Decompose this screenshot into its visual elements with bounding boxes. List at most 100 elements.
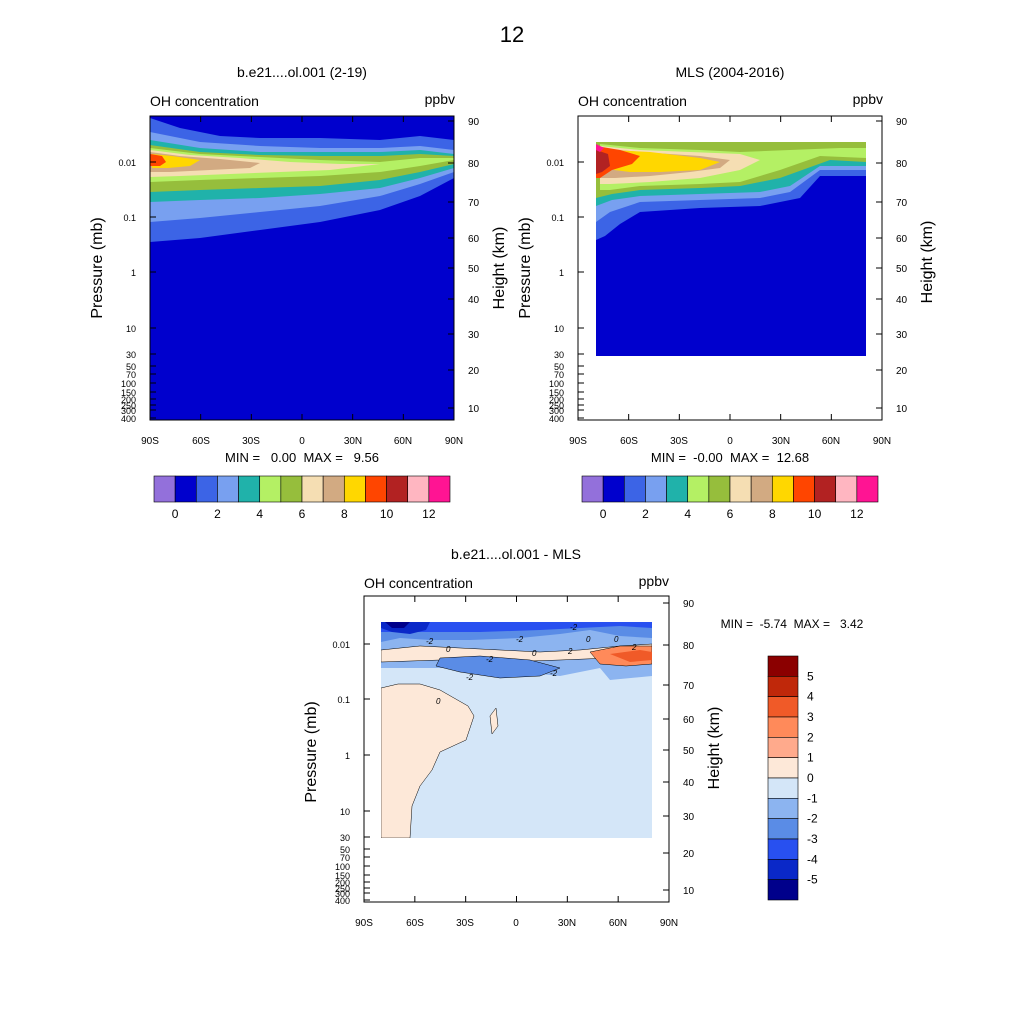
colorbar-swatch bbox=[174, 475, 197, 503]
colorbar-tick-label: 3 bbox=[807, 710, 814, 724]
diff-contour-label: 2 bbox=[631, 643, 637, 652]
diff-y-tick-label: 0.01 bbox=[332, 640, 350, 650]
diff-colorbar: 5 4 3 2 1 0 -1 -2 -3 -4 -5 bbox=[767, 655, 818, 901]
diff-contour-label: -2 bbox=[550, 669, 558, 678]
colorbar-swatch bbox=[767, 818, 799, 840]
panel-difference: b.e21....ol.001 - MLS OH concentration p… bbox=[303, 546, 864, 929]
model-y-axis-title-right: Height (km) bbox=[491, 227, 508, 310]
diff-contour-label: 0 bbox=[586, 635, 591, 644]
diff-height-tick-label: 10 bbox=[683, 886, 695, 897]
model-fill-band-7 bbox=[150, 150, 380, 177]
colorbar-swatch bbox=[793, 475, 815, 503]
colorbar-tick-label: -4 bbox=[807, 852, 818, 866]
diff-height-tick-label: 30 bbox=[683, 812, 695, 823]
colorbar-swatch bbox=[666, 475, 689, 503]
diff-contour-label: 0 bbox=[532, 649, 537, 658]
diff-y-tick-label: 70 bbox=[340, 853, 350, 863]
mls-colorbar: 0 2 4 6 8 10 12 bbox=[581, 475, 879, 521]
colorbar-swatch bbox=[708, 475, 731, 503]
colorbar-swatch bbox=[767, 737, 799, 758]
diff-contour-label: 0 bbox=[446, 645, 451, 654]
mls-height-tick-label: 80 bbox=[896, 159, 908, 170]
model-height-tick-label: 70 bbox=[468, 198, 480, 209]
colorbar-swatch bbox=[767, 777, 799, 799]
colorbar-tick-label: 4 bbox=[807, 690, 814, 704]
diff-y-tick-label: 10 bbox=[340, 807, 350, 817]
mls-y-tick-label: 0.1 bbox=[551, 213, 564, 223]
colorbar-swatch bbox=[814, 475, 837, 503]
mls-y-axis-height: 10 20 30 40 50 60 70 80 90 bbox=[896, 117, 908, 415]
diff-contour-label: -2 bbox=[426, 637, 434, 646]
mls-y-tick-label: 0.01 bbox=[546, 158, 564, 168]
model-fill-band-10 bbox=[150, 154, 166, 166]
colorbar-swatch bbox=[767, 757, 799, 779]
model-fill-base bbox=[150, 176, 454, 420]
mls-y-axis-title-right: Height (km) bbox=[919, 221, 936, 304]
colorbar-swatch bbox=[238, 475, 261, 503]
panel-1-tick-marks bbox=[577, 116, 883, 420]
mls-y-tick-label: 70 bbox=[554, 370, 564, 380]
model-title: b.e21....ol.001 (2-19) bbox=[237, 64, 367, 80]
colorbar-tick-label: 8 bbox=[341, 507, 348, 521]
colorbar-tick-label: 10 bbox=[380, 507, 394, 521]
colorbar-swatch bbox=[153, 475, 176, 503]
mls-x-tick-label: 90N bbox=[873, 436, 891, 447]
colorbar-tick-label: 8 bbox=[769, 507, 776, 521]
diff-contour-label: -2 bbox=[486, 655, 494, 664]
model-y-tick-label: 10 bbox=[126, 324, 136, 334]
diff-y-tick-label: 400 bbox=[335, 896, 350, 906]
colorbar-swatch bbox=[195, 475, 218, 503]
colorbar-swatch bbox=[623, 475, 646, 503]
diff-height-tick-label: 20 bbox=[683, 849, 695, 860]
model-y-tick-label: 1 bbox=[131, 268, 136, 278]
colorbar-tick-label: 6 bbox=[299, 507, 306, 521]
mls-x-axis: 90S 60S 30S 0 30N 60N 90N bbox=[569, 436, 891, 447]
colorbar-swatch bbox=[259, 475, 282, 503]
model-height-tick-label: 90 bbox=[468, 117, 480, 128]
mls-title: MLS (2004-2016) bbox=[676, 64, 785, 80]
colorbar-swatch bbox=[771, 475, 794, 503]
diff-y-axis-height: 10 20 30 40 50 60 70 80 90 bbox=[683, 599, 695, 897]
mls-y-tick-label: 200 bbox=[549, 395, 564, 405]
diff-y-axis-title-right: Height (km) bbox=[706, 707, 723, 790]
mls-y-axis-title: Pressure (mb) bbox=[517, 217, 534, 318]
diff-y-tick-label: 200 bbox=[335, 878, 350, 888]
colorbar-swatch bbox=[407, 475, 430, 503]
mls-y-tick-label: 30 bbox=[554, 350, 564, 360]
colorbar-swatch bbox=[581, 475, 604, 503]
model-y-tick-label: 400 bbox=[121, 414, 136, 424]
colorbar-tick-label: 10 bbox=[808, 507, 822, 521]
diff-height-tick-label: 50 bbox=[683, 746, 695, 757]
diff-fill-neg-pocket bbox=[435, 655, 561, 679]
mls-y-tick-label: 150 bbox=[549, 388, 564, 398]
diff-y-tick-label: 100 bbox=[335, 862, 350, 872]
model-y-tick-label: 250 bbox=[121, 401, 136, 411]
diff-height-tick-label: 40 bbox=[683, 778, 695, 789]
colorbar-swatch bbox=[767, 696, 799, 718]
mls-field bbox=[596, 142, 866, 356]
diff-x-tick-label: 90S bbox=[355, 918, 373, 929]
mls-x-tick-label: 90S bbox=[569, 436, 587, 447]
model-height-tick-label: 60 bbox=[468, 234, 480, 245]
diff-contour-label: 0 bbox=[614, 635, 619, 644]
model-height-tick-label: 50 bbox=[468, 264, 480, 275]
model-y-tick-label: 100 bbox=[121, 379, 136, 389]
mls-x-tick-label: 60N bbox=[822, 436, 840, 447]
model-x-tick-label: 60S bbox=[192, 436, 210, 447]
figure-title: 12 bbox=[500, 22, 524, 47]
model-y-tick-label: 150 bbox=[121, 388, 136, 398]
diff-fill-neg3 bbox=[381, 622, 652, 632]
mls-fill-band-13 bbox=[596, 144, 604, 152]
diff-fill-pos-region bbox=[381, 683, 475, 838]
colorbar-swatch bbox=[767, 716, 799, 738]
diff-y-tick-label: 30 bbox=[340, 833, 350, 843]
diff-x-tick-label: 60N bbox=[609, 918, 627, 929]
panel-model: b.e21....ol.001 (2-19) OH concentration … bbox=[89, 64, 508, 521]
mls-height-tick-label: 70 bbox=[896, 198, 908, 209]
diff-y-tick-label: 50 bbox=[340, 845, 350, 855]
colorbar-swatch bbox=[602, 475, 625, 503]
model-y-tick-label: 300 bbox=[121, 406, 136, 416]
mls-y-tick-label: 10 bbox=[554, 324, 564, 334]
colorbar-swatch bbox=[856, 475, 879, 503]
mls-y-tick-label: 100 bbox=[549, 379, 564, 389]
